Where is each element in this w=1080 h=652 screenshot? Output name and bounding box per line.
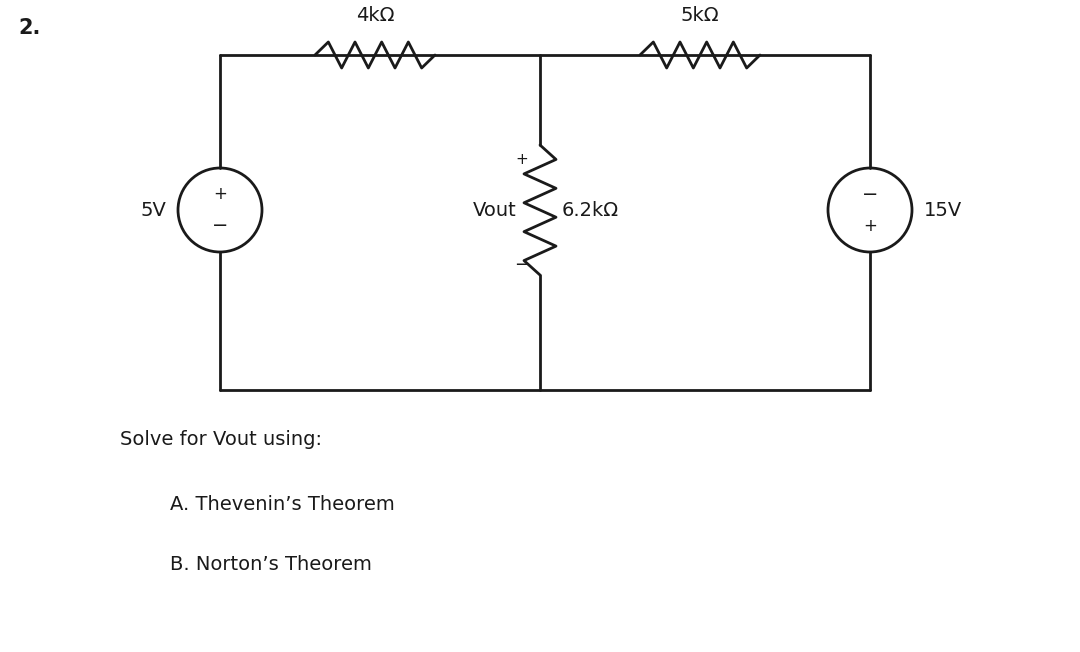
Text: Vout: Vout <box>473 201 517 220</box>
Text: −: − <box>212 216 228 235</box>
Text: 5kΩ: 5kΩ <box>680 6 719 25</box>
Text: +: + <box>863 217 877 235</box>
Text: Solve for Vout using:: Solve for Vout using: <box>120 430 322 449</box>
Text: +: + <box>213 185 227 203</box>
Text: 6.2kΩ: 6.2kΩ <box>562 201 619 220</box>
Text: 4kΩ: 4kΩ <box>355 6 394 25</box>
Text: 15V: 15V <box>924 201 962 220</box>
Text: B. Norton’s Theorem: B. Norton’s Theorem <box>170 555 372 574</box>
Text: +: + <box>515 153 528 168</box>
Text: 5V: 5V <box>140 201 166 220</box>
Text: −: − <box>862 185 878 203</box>
Text: A. Thevenin’s Theorem: A. Thevenin’s Theorem <box>170 495 395 514</box>
Text: 2.: 2. <box>18 18 40 38</box>
Text: −: − <box>514 256 529 274</box>
